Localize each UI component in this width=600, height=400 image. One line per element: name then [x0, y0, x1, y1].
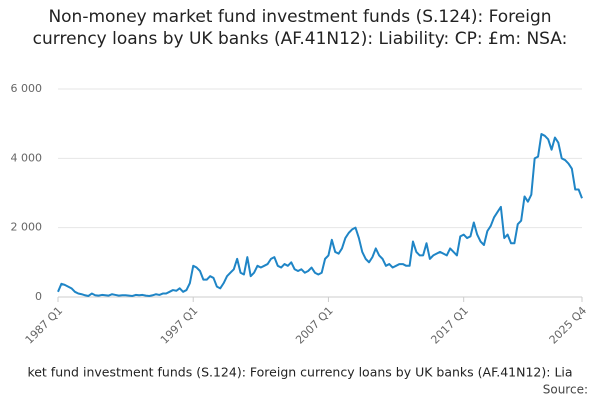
y-tick-label: 0 [35, 290, 42, 303]
chart-title: Non-money market fund investment funds (… [32, 7, 568, 49]
y-tick-label: 4 000 [11, 151, 43, 164]
y-tick-label: 6 000 [11, 82, 43, 95]
source: Source: [543, 383, 588, 397]
data-line [57, 133, 583, 297]
x-tick-label: 1987 Q1 [23, 304, 66, 347]
y-tick-label: 2 000 [11, 221, 43, 234]
x-tick-label: 2007 Q1 [293, 304, 336, 347]
x-tick-label: 2017 Q1 [428, 304, 471, 347]
x-tick-label: 1997 Q1 [158, 304, 201, 347]
x-tick-label: 2025 Q4 [547, 304, 590, 347]
x-axis-label: ket fund investment funds (S.124): Forei… [27, 365, 572, 380]
